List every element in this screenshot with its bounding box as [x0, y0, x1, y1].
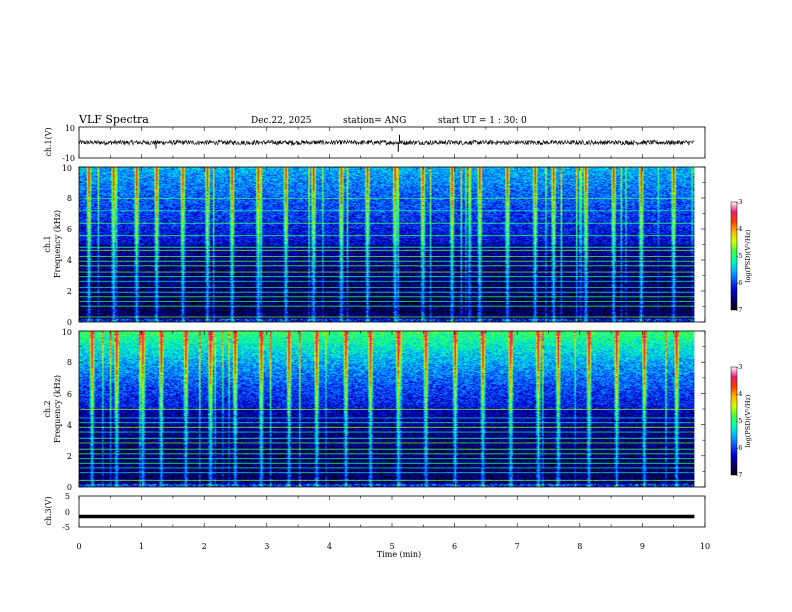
ch3-ytick-0: 0 — [65, 508, 70, 517]
x-axis-label: Time (min) — [377, 550, 421, 559]
ch3-ytick-5: 5 — [65, 492, 70, 501]
x-tick-label-6: 6 — [452, 542, 457, 551]
spec2-ytick-6: 6 — [67, 390, 72, 399]
x-axis-tick-labels: 0 1 2 3 4 5 6 7 8 9 10 — [76, 542, 710, 551]
cb1-tick-m4: -4 — [736, 225, 742, 233]
ch1-colorbar-gradient — [730, 201, 738, 311]
ch1-ylabel: ch.1(V) — [44, 127, 53, 156]
ch1-ticks — [78, 127, 706, 158]
spec1-ylabel-channel: ch.1 — [43, 235, 52, 252]
x-tick-label-10: 10 — [700, 542, 710, 551]
x-tick-label-5: 5 — [389, 542, 394, 551]
ch1-spectrogram-panel: 0 2 4 6 8 10 ch.1 Frequency (kHz) — [43, 164, 706, 327]
ch1-panel: 10 -10 ch.1(V) — [44, 124, 706, 163]
x-tick-label-0: 0 — [76, 542, 81, 551]
spec1-ytick-2: 2 — [67, 287, 72, 296]
cb1-tick-m7: -7 — [736, 306, 742, 314]
ch2-spectrogram-image — [79, 331, 695, 487]
ch1-spectrogram-ticks — [78, 166, 706, 323]
date-label: Dec.22, 2025 — [251, 116, 312, 126]
spec2-ytick-10: 10 — [62, 328, 72, 337]
cb1-tick-m6: -6 — [736, 279, 742, 287]
ch2-colorbar-gradient — [730, 366, 738, 476]
figure-title: VLF Spectra — [78, 113, 149, 126]
ch1-spectrogram-image — [79, 167, 695, 322]
ch2-spectrogram-panel: 0 2 4 6 8 10 ch.2 Frequency (kHz) — [43, 328, 706, 492]
ch1-colorbar: -3 -4 -5 -6 -7 log(PSD)(V²/Hz) — [730, 198, 752, 314]
x-tick-label-7: 7 — [515, 542, 520, 551]
ch3-frame — [78, 495, 706, 528]
cb1-label: log(PSD)(V²/Hz) — [744, 229, 752, 282]
cb2-tick-m4: -4 — [736, 390, 742, 398]
spec1-ytick-0: 0 — [67, 318, 72, 327]
ch1-waveform-trace — [78, 139, 695, 146]
spec2-ytick-4: 4 — [67, 421, 72, 430]
spec2-ylabel-channel: ch.2 — [43, 400, 52, 417]
spec2-ytick-0: 0 — [67, 483, 72, 492]
spec1-ytick-8: 8 — [67, 194, 72, 203]
ch2-spectrogram-ticks — [78, 330, 706, 488]
cb2-tick-m3: -3 — [736, 363, 742, 371]
ch1-ytick-bottom: -10 — [62, 154, 75, 163]
spec2-ytick-2: 2 — [67, 452, 72, 461]
ch3-panel: 5 0 -5 ch.3(V) — [44, 492, 706, 532]
cb2-tick-m7: -7 — [736, 471, 742, 479]
spec2-ylabel-frequency: Frequency (kHz) — [53, 375, 62, 443]
cb2-tick-m6: -6 — [736, 444, 742, 452]
spec1-ytick-10: 10 — [62, 164, 72, 173]
x-tick-label-4: 4 — [327, 542, 332, 551]
cb1-tick-m3: -3 — [736, 198, 742, 206]
ch1-spikes — [155, 134, 401, 152]
x-tick-label-1: 1 — [139, 542, 144, 551]
x-tick-label-9: 9 — [640, 542, 645, 551]
spec1-ylabel-frequency: Frequency (kHz) — [53, 210, 62, 278]
spec1-ytick-6: 6 — [67, 225, 72, 234]
x-tick-label-3: 3 — [264, 542, 269, 551]
x-tick-label-8: 8 — [577, 542, 582, 551]
cb1-tick-m5: -5 — [736, 252, 742, 260]
ch3-ticks — [78, 496, 706, 527]
spec1-ytick-4: 4 — [67, 256, 72, 265]
ch1-ytick-top: 10 — [65, 124, 75, 133]
station-label: station= ANG — [343, 116, 406, 126]
spec2-ytick-8: 8 — [67, 358, 72, 367]
ch3-ylabel: ch.3(V) — [44, 496, 53, 525]
cb2-tick-m5: -5 — [736, 417, 742, 425]
ch2-colorbar: -3 -4 -5 -6 -7 log(PSD)(V²/Hz) — [730, 363, 752, 479]
x-tick-label-2: 2 — [202, 542, 207, 551]
cb2-label: log(PSD)(V²/Hz) — [744, 394, 752, 447]
ch3-ytick-m5: -5 — [62, 523, 70, 532]
start-ut-label: start UT = 1 : 30: 0 — [438, 116, 527, 126]
